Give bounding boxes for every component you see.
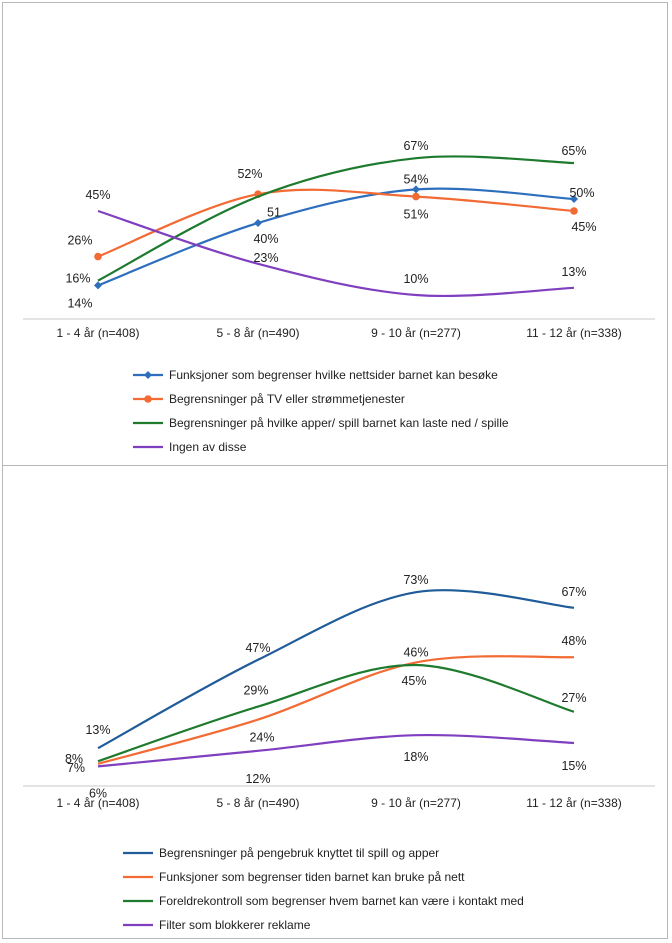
series-line: [97, 209, 575, 298]
data-label: 65%: [561, 144, 586, 158]
data-label: 10%: [403, 272, 428, 286]
data-point: [94, 281, 102, 290]
chart-1: 1 - 4 år (n=408) 5 - 8 år (n=490) 9 - 10 å…: [23, 139, 655, 454]
legend-label: Begrensninger på pengebruk knyttet til s…: [159, 846, 439, 860]
data-label: 8%: [65, 752, 83, 766]
legend-label: Begrensninger på TV eller strømmetjenest…: [169, 392, 405, 406]
data-point: [570, 207, 578, 215]
data-label: 29%: [243, 684, 268, 698]
data-label: 73%: [403, 573, 428, 587]
x-tick-label: 11 - 12 år (n=338): [526, 796, 622, 810]
legend-label: Funksjoner som begrenser tiden barnet ka…: [159, 870, 465, 884]
data-label: 18%: [403, 750, 428, 764]
series-line: [97, 589, 575, 750]
data-label: 6%: [89, 786, 107, 800]
data-label: 67%: [403, 139, 428, 153]
series-line: [97, 155, 575, 282]
data-label: 45%: [85, 188, 110, 202]
data-label: 7%: [67, 761, 85, 775]
legend-label: Begrensninger på hvilke apper/ spill bar…: [169, 416, 509, 430]
data-label: 12%: [245, 772, 270, 786]
data-point: [412, 192, 420, 201]
data-label: 15%: [561, 759, 586, 773]
data-label: 40%: [253, 232, 278, 246]
data-label: 45%: [401, 674, 426, 688]
data-label: 23%: [253, 251, 278, 265]
data-point: [94, 252, 102, 261]
x-tick-label: 11 - 12 år (n=338): [526, 326, 622, 340]
data-label: 24%: [249, 731, 274, 745]
data-label: 51%: [403, 208, 428, 222]
data-label: 52%: [237, 167, 262, 181]
x-tick-label: 9 - 10 år (n=277): [371, 326, 461, 340]
data-label: 13%: [85, 723, 110, 737]
data-label: 67%: [561, 585, 586, 599]
x-tick-label: 1 - 4 år (n=408): [56, 326, 139, 340]
data-label: 16%: [65, 272, 90, 286]
legend-label: Filter som blokkerer reklame: [159, 918, 311, 932]
data-label: 46%: [403, 645, 428, 659]
data-label: 26%: [67, 234, 92, 248]
data-label: 47%: [245, 641, 270, 655]
x-tick-label: 5 - 8 år (n=490): [216, 326, 299, 340]
series-line: [97, 655, 575, 765]
x-tick-label: 5 - 8 år (n=490): [216, 796, 299, 810]
legend-label: Foreldrekontroll som begrenser hvem barn…: [159, 894, 524, 908]
data-label: 50%: [569, 186, 594, 200]
data-label: 14%: [67, 296, 92, 310]
data-label: 27%: [561, 691, 586, 705]
legend-marker: [144, 371, 152, 379]
chart-panel-1: 1 - 4 år (n=408) 5 - 8 år (n=490) 9 - 10 å…: [2, 2, 668, 466]
series-line: [97, 188, 575, 258]
data-point: [254, 219, 262, 227]
series-line: [97, 187, 575, 287]
data-point: [412, 185, 420, 194]
chart-2: 1 - 4 år (n=408) 5 - 8 år (n=490) 9 - 10 å…: [23, 573, 655, 932]
chart-panel-2: 1 - 4 år (n=408) 5 - 8 år (n=490) 9 - 10 å…: [2, 465, 668, 939]
data-label: 45%: [571, 220, 596, 234]
x-tick-label: 9 - 10 år (n=277): [371, 796, 461, 810]
legend-label: Funksjoner som begrenser hvilke nettside…: [169, 368, 498, 382]
legend-marker: [144, 395, 152, 403]
x-tick-label: 1 - 4 år (n=408): [56, 796, 139, 810]
legend-label: Ingen av disse: [169, 440, 247, 454]
data-label: 54%: [403, 172, 428, 186]
data-point: [570, 195, 578, 203]
series-line: [97, 733, 575, 768]
data-label: 51: [267, 206, 281, 220]
data-label: 48%: [561, 634, 586, 648]
data-label: 13%: [561, 265, 586, 279]
series-line: [97, 663, 575, 763]
